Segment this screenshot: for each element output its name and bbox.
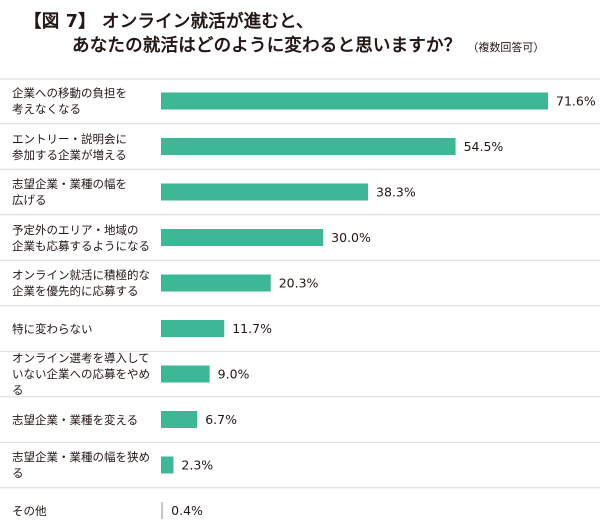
category-label-text: 志望企業・業種を変える [12, 412, 139, 427]
bar [161, 365, 210, 383]
value-label: 2.3% [181, 458, 213, 473]
category-label-text: 特に変わらない [12, 321, 93, 336]
value-label: 30.0% [331, 230, 371, 245]
category-label: エントリー・説明会に 参加する企業が増える [12, 127, 160, 167]
bar [161, 456, 174, 474]
category-label: 予定外のエリア・地域の 企業も応募するようになる [12, 218, 160, 258]
bar [161, 274, 271, 292]
bar [161, 92, 548, 110]
bar [161, 229, 324, 246]
category-label-text: オンライン選考を導入して いない企業への応募をやめる [12, 351, 150, 397]
value-label: 0.4% [171, 503, 203, 518]
bar [161, 320, 225, 337]
chart-title: 【図 7】 オンライン就活が進むと、 あなたの就活はどのように変わると思いますか… [24, 10, 594, 60]
category-label-text: エントリー・説明会に 参加する企業が増える [12, 131, 127, 162]
title-line-1: 【図 7】 オンライン就活が進むと、 [24, 12, 314, 32]
category-label: オンライン選考を導入して いない企業への応募をやめる [12, 351, 160, 397]
category-label-text: その他 [12, 503, 47, 518]
category-label-text: 志望企業・業種の幅を狭める [12, 450, 150, 480]
title-question: あなたの就活はどのように変わると思いますか？ [72, 36, 462, 56]
category-label-text: 志望企業・業種の幅を 広げる [12, 177, 127, 207]
category-label: オンライン就活に積極的な 企業を優先的に応募する [12, 263, 160, 303]
bar [161, 411, 198, 428]
bar [161, 183, 369, 201]
bar [161, 138, 456, 155]
value-label: 9.0% [218, 367, 250, 382]
value-label: 20.3% [279, 276, 319, 291]
category-label: 志望企業・業種を変える [12, 400, 160, 440]
title-line-2: あなたの就活はどのように変わると思いますか？ （複数回答可） [24, 34, 594, 60]
category-label: 志望企業・業種の幅を 広げる [12, 172, 160, 212]
category-label-text: オンライン就活に積極的な 企業を優先的に応募する [12, 268, 150, 298]
category-label: 特に変わらない [12, 309, 160, 349]
category-label: 企業への移動の負担を 考えなくなる [12, 81, 160, 121]
title-note: （複数回答可） [467, 41, 545, 54]
value-label: 54.5% [464, 139, 504, 154]
bar [161, 502, 164, 519]
value-label: 38.3% [376, 185, 416, 200]
category-label: その他 [12, 491, 160, 531]
category-label-text: 予定外のエリア・地域の 企業も応募するようになる [12, 222, 150, 253]
category-label-text: 企業への移動の負担を 考えなくなる [12, 86, 127, 116]
category-label: 志望企業・業種の幅を狭める [12, 445, 160, 485]
value-label: 71.6% [556, 94, 596, 109]
value-label: 11.7% [232, 321, 272, 336]
value-label: 6.7% [205, 412, 237, 427]
